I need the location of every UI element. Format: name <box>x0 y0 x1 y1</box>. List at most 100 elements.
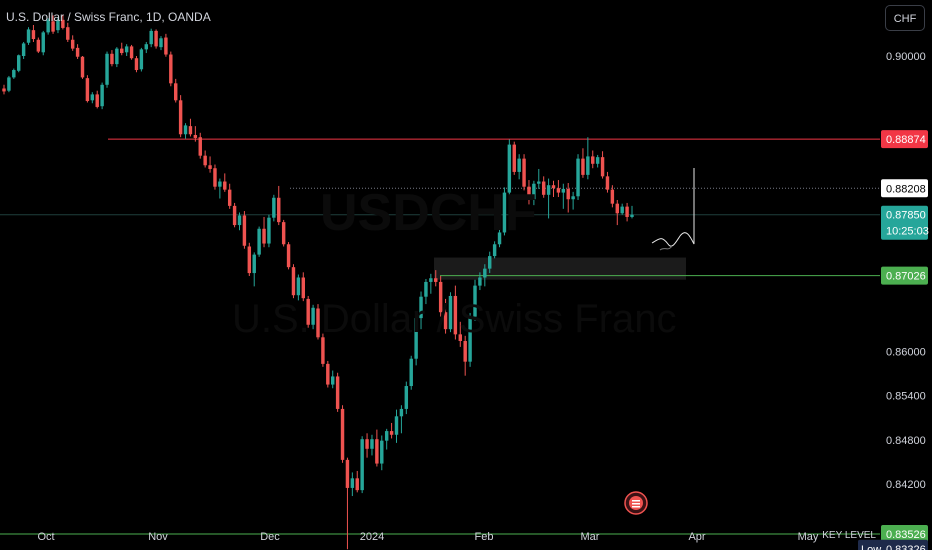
candle <box>100 82 104 110</box>
candle <box>370 434 374 456</box>
candle <box>203 150 207 168</box>
currency-button[interactable]: CHF <box>885 5 925 31</box>
candle-body <box>399 408 404 417</box>
countdown-label: 10:25:03 <box>886 226 929 238</box>
candle-body <box>46 19 50 33</box>
candle <box>164 33 168 57</box>
candle <box>600 151 605 179</box>
candle-body <box>566 188 570 200</box>
candle <box>424 278 428 305</box>
candle <box>389 422 394 439</box>
candle <box>615 199 619 226</box>
candle <box>360 436 364 494</box>
candle-body <box>522 158 526 187</box>
candle <box>262 216 266 248</box>
candle <box>340 405 345 463</box>
x-tick-label: Nov <box>148 531 168 543</box>
candle-body <box>70 39 75 49</box>
candle-body <box>149 30 153 45</box>
candle-body <box>517 158 521 172</box>
candle-body <box>17 55 21 71</box>
candle <box>409 355 413 390</box>
candle-body <box>291 267 296 296</box>
watermark-ticker: USDCHF <box>320 184 537 242</box>
candle <box>512 141 516 175</box>
candle <box>620 203 624 215</box>
candle-body <box>51 21 55 32</box>
candle-body <box>56 19 60 31</box>
candle-body <box>306 298 310 325</box>
candle-body <box>321 337 325 364</box>
candle-body <box>110 53 114 65</box>
candle <box>355 470 359 493</box>
candle-body <box>502 192 507 233</box>
price-label-box-low <box>858 539 928 550</box>
candle-body <box>595 157 600 164</box>
candle-body <box>340 408 345 460</box>
x-tick-label: Feb <box>475 531 494 543</box>
candle <box>178 95 183 138</box>
candle-body <box>286 244 291 268</box>
candle <box>7 75 11 93</box>
candle <box>630 205 634 219</box>
candle-body <box>541 181 546 195</box>
y-tick-label: 0.90000 <box>886 51 926 63</box>
candle-body <box>198 137 202 156</box>
candle-body <box>159 38 163 48</box>
candle-body <box>208 165 212 169</box>
candle <box>301 272 305 302</box>
candle-body <box>247 246 252 274</box>
projection-drawing-ghost <box>659 245 673 251</box>
x-tick-label: Dec <box>260 531 280 543</box>
candle-body <box>85 78 90 102</box>
candle <box>591 150 595 169</box>
candle-body <box>453 295 458 335</box>
candle-body <box>384 431 389 441</box>
candle-body <box>203 155 207 166</box>
candle <box>267 214 271 248</box>
candle-body <box>100 84 104 107</box>
candle-body <box>365 439 369 449</box>
candle-body <box>483 268 487 278</box>
candle <box>56 17 60 34</box>
candle-body <box>586 156 590 175</box>
candle <box>80 56 85 79</box>
candle <box>252 252 256 287</box>
candle-body <box>468 316 472 362</box>
candle <box>281 219 286 247</box>
candle-body <box>227 189 232 206</box>
candle <box>12 68 16 79</box>
candle <box>2 84 6 95</box>
price-label-box-dotted-line <box>881 179 928 198</box>
candle-body <box>394 416 399 435</box>
candle <box>384 428 389 450</box>
candle <box>605 171 610 193</box>
price-label-low-prefix: Low <box>861 544 881 550</box>
candle <box>331 370 335 389</box>
y-tick-label: 0.86000 <box>886 346 926 358</box>
price-label-support: 0.87026 <box>886 271 926 283</box>
candle-body <box>463 340 467 362</box>
candle <box>394 409 399 443</box>
candle <box>227 183 232 209</box>
candle-body <box>242 215 247 246</box>
candle <box>242 211 247 249</box>
candle <box>404 381 409 415</box>
candle <box>277 185 281 226</box>
candle-body <box>178 100 183 135</box>
candle <box>311 304 315 330</box>
candle <box>517 154 521 180</box>
candle-body <box>164 37 168 55</box>
candle-body <box>90 94 95 101</box>
candle <box>110 50 114 67</box>
candle-body <box>301 277 305 299</box>
flag-icon[interactable] <box>624 491 648 515</box>
candle-body <box>497 232 502 245</box>
candle <box>532 180 536 206</box>
candle <box>21 41 26 59</box>
candle-body <box>473 285 477 317</box>
candle-body <box>546 185 551 195</box>
candle <box>183 123 188 139</box>
candle-body <box>80 56 85 78</box>
